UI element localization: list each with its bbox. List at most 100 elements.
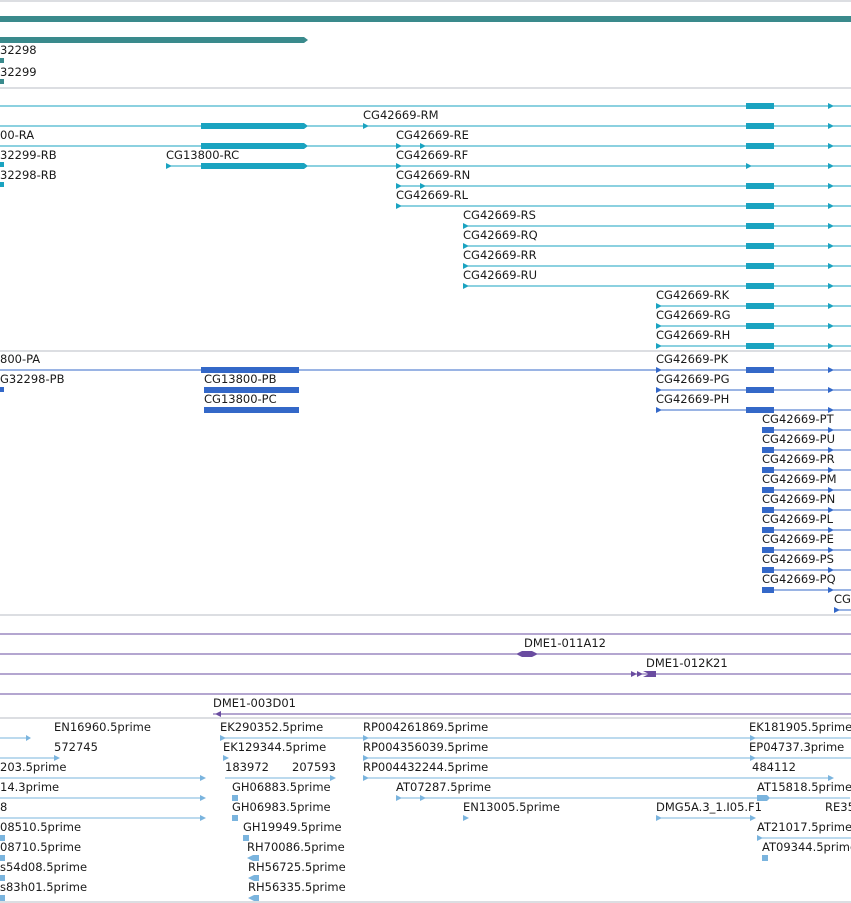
est-feature[interactable] xyxy=(243,835,249,841)
protein-exon xyxy=(762,427,774,433)
gene-feature[interactable] xyxy=(0,79,4,84)
est-label[interactable]: EP04737.3prime xyxy=(749,740,844,754)
protein-label[interactable]: CG42669-PE xyxy=(762,532,834,546)
est-arrow xyxy=(26,735,31,741)
est-label[interactable]: 08710.5prime xyxy=(0,840,81,854)
est-label[interactable]: 207593 xyxy=(292,760,336,774)
est-arrow xyxy=(363,735,369,741)
gene-feature[interactable] xyxy=(0,16,851,22)
protein-label[interactable]: CG42669-PT xyxy=(762,412,835,426)
est-feature[interactable] xyxy=(762,855,768,861)
mrna-arrow xyxy=(656,303,662,309)
protein-exon xyxy=(762,487,774,493)
est-feature[interactable] xyxy=(0,835,5,841)
est-feature[interactable] xyxy=(232,795,238,801)
mrna-label[interactable]: CG42669-RF xyxy=(396,148,468,162)
protein-label[interactable]: CG42669-PU xyxy=(762,432,835,446)
clone-label[interactable]: DME1-012K21 xyxy=(646,656,728,670)
est-label[interactable]: GH19949.5prime xyxy=(243,820,342,834)
est-label[interactable]: GH06983.5prime xyxy=(232,800,331,814)
clone-label[interactable]: DME1-003D01 xyxy=(213,696,296,710)
est-label[interactable]: 572745 xyxy=(54,740,98,754)
mrna-label[interactable]: 32298-RB xyxy=(0,168,57,182)
est-arrow xyxy=(420,795,426,801)
est-label[interactable]: EK290352.5prime xyxy=(220,720,323,734)
protein-label[interactable]: CG13800-PB xyxy=(204,372,277,386)
est-label[interactable]: RH56335.5prime xyxy=(248,880,346,894)
mrna-label[interactable]: CG42669-RQ xyxy=(463,228,538,242)
mrna-label[interactable]: 00-RA xyxy=(0,128,34,142)
est-label[interactable]: s83h01.5prime xyxy=(0,880,87,894)
est-label[interactable]: 484112 xyxy=(752,760,796,774)
est-label[interactable]: 08510.5prime xyxy=(0,820,81,834)
mrna-label[interactable]: CG42669-RL xyxy=(396,188,469,202)
est-feature[interactable] xyxy=(0,855,5,861)
mrna-label[interactable]: CG42669-RN xyxy=(396,168,470,182)
est-label[interactable]: AT15818.5prime xyxy=(757,780,851,794)
mrna-label[interactable]: CG42669-RM xyxy=(363,108,439,122)
est-label[interactable]: RP004261869.5prime xyxy=(363,720,488,734)
protein-arrow xyxy=(656,407,662,413)
mrna-arrow xyxy=(828,243,834,249)
est-label[interactable]: RP004356039.5prime xyxy=(363,740,488,754)
protein-label[interactable]: 800-PA xyxy=(0,352,40,366)
protein-label[interactable]: G32298-PB xyxy=(0,372,65,386)
est-track: EN16960.5prime EK290352.5prime RP0042618… xyxy=(0,720,851,901)
mrna-label[interactable]: CG42669-RS xyxy=(463,208,536,222)
protein-exon xyxy=(762,467,774,473)
clone-arrow xyxy=(637,671,643,677)
est-label[interactable]: AT07287.5prime xyxy=(396,780,491,794)
est-label[interactable]: 183972 xyxy=(225,760,269,774)
est-label[interactable]: AT21017.5prime xyxy=(757,820,851,834)
est-label[interactable]: GH06883.5prime xyxy=(232,780,331,794)
mrna-label[interactable]: CG42669-RR xyxy=(463,248,537,262)
gene-feature[interactable] xyxy=(0,58,4,63)
est-label[interactable]: EK181905.5prime xyxy=(749,720,851,734)
protein-label[interactable]: CG42669-PR xyxy=(762,452,835,466)
gene-label[interactable]: 32299 xyxy=(0,65,37,79)
mrna-label[interactable]: 32299-RB xyxy=(0,148,57,162)
est-feature[interactable] xyxy=(0,895,5,901)
est-label[interactable]: AT09344.5prime xyxy=(762,840,851,854)
protein-label[interactable]: CG42669-PK xyxy=(656,352,729,366)
est-label[interactable]: 203.5prime xyxy=(0,760,66,774)
mrna-label[interactable]: CG13800-RC xyxy=(166,148,239,162)
protein-exon xyxy=(0,387,4,392)
protein-label[interactable]: CG42669-PQ xyxy=(762,572,836,586)
clone-label[interactable]: DME1-011A12 xyxy=(524,636,606,650)
mrna-label[interactable]: CG42669-RH xyxy=(656,328,730,342)
protein-label[interactable]: CG13800-PC xyxy=(204,392,277,406)
mrna-label[interactable]: CG42669-RE xyxy=(396,128,469,142)
est-label[interactable]: RE35 xyxy=(825,800,851,814)
protein-track: 800-PA CG42669-PK G32298-PB CG13800-PB C… xyxy=(0,352,851,613)
protein-label[interactable]: CG42669-PN xyxy=(762,492,835,506)
est-feature[interactable] xyxy=(0,875,5,881)
est-feature[interactable] xyxy=(232,815,238,821)
est-arrow xyxy=(223,755,229,761)
protein-label[interactable]: CG42669-PM xyxy=(762,472,837,486)
gene-label[interactable]: 32298 xyxy=(0,43,37,57)
mrna-label[interactable]: CG42669-RU xyxy=(463,268,537,282)
gene-feature[interactable] xyxy=(0,37,308,43)
est-label[interactable]: DMG5A.3_1.I05.F1 xyxy=(656,800,762,814)
mrna-arrow xyxy=(828,263,834,269)
est-label[interactable]: 8 xyxy=(0,800,7,814)
protein-label[interactable]: CG42669-PL xyxy=(762,512,834,526)
est-label[interactable]: RP004432244.5prime xyxy=(363,760,488,774)
est-label[interactable]: EN16960.5prime xyxy=(54,720,151,734)
mrna-label[interactable]: CG42669-RK xyxy=(656,288,730,302)
est-label[interactable]: EK129344.5prime xyxy=(223,740,326,754)
mrna-arrow xyxy=(828,143,834,149)
protein-exon xyxy=(762,507,774,513)
mrna-label[interactable]: CG42669-RG xyxy=(656,308,731,322)
protein-label[interactable]: CG xyxy=(834,592,851,606)
est-label[interactable]: 14.3prime xyxy=(0,780,59,794)
protein-label[interactable]: CG42669-PS xyxy=(762,552,834,566)
est-label[interactable]: EN13005.5prime xyxy=(463,800,560,814)
protein-label[interactable]: CG42669-PG xyxy=(656,372,730,386)
est-label[interactable]: RH56725.5prime xyxy=(248,860,346,874)
mrna-exon xyxy=(746,303,774,309)
est-label[interactable]: RH70086.5prime xyxy=(247,840,345,854)
protein-label[interactable]: CG42669-PH xyxy=(656,392,729,406)
est-label[interactable]: s54d08.5prime xyxy=(0,860,87,874)
